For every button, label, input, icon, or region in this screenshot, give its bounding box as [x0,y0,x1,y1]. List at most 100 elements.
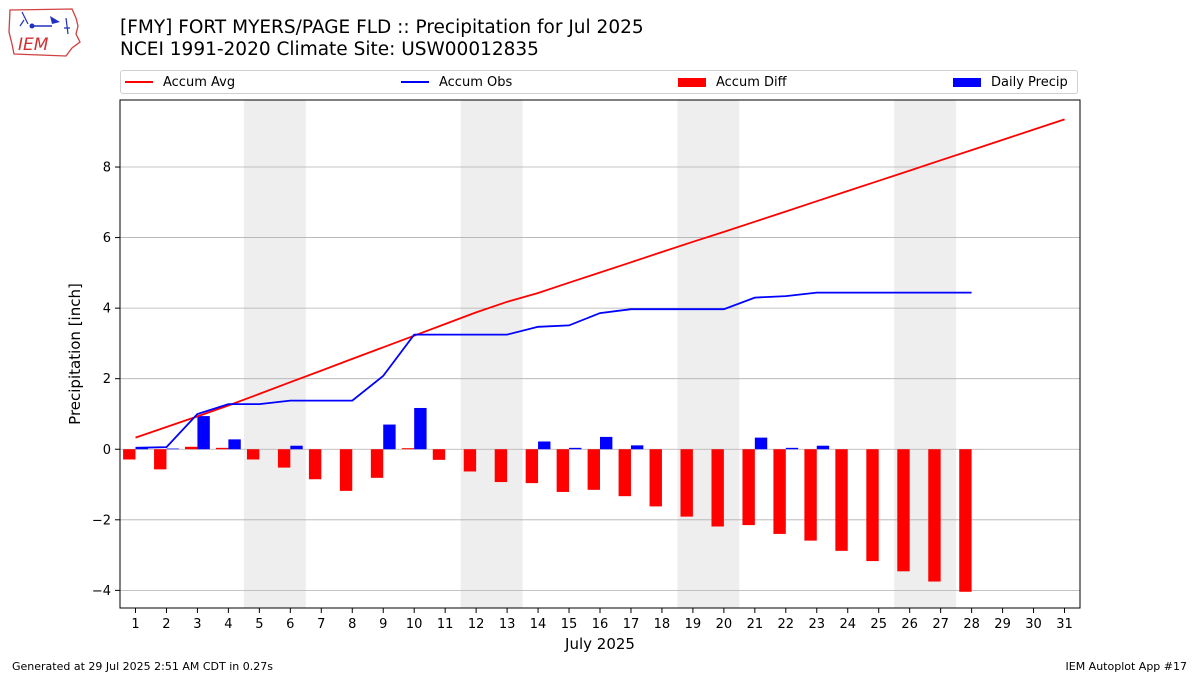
legend-swatch-accum-diff [678,77,706,87]
x-tick-label: 19 [685,617,702,632]
y-axis-label: Precipitation [inch] [66,283,84,425]
lines [135,118,1065,449]
x-tick-label: 21 [747,617,764,632]
bar-accum-diff [742,449,755,526]
bar-daily-precip [816,445,830,450]
legend-swatch-accum-obs [401,81,429,83]
x-tick-label: 25 [870,617,887,632]
bar-accum-diff [370,449,384,478]
x-tick-label: 1 [131,617,139,632]
weekend-shading [243,100,957,608]
bar-daily-precip [383,424,396,450]
x-tick-label: 10 [406,617,423,632]
x-tick-label: 9 [379,617,387,632]
iowa-outline-icon [8,8,81,57]
x-tick-label: 27 [932,617,949,632]
bar-accum-diff [711,449,724,527]
legend-item-accum-diff: Accum Diff [678,71,787,93]
bar-accum-diff [123,449,136,460]
y-tick-label: 0 [103,443,111,458]
x-tick-label: 13 [499,617,516,632]
x-tick-label: 31 [1056,617,1073,632]
weekend-shade-1 [243,100,306,608]
legend: Accum Avg Accum Obs Accum Diff Daily Pre… [120,70,1078,94]
bar-daily-precip [538,441,551,450]
bars [123,407,984,592]
bar-accum-diff [649,449,662,507]
legend-label-daily-precip: Daily Precip [991,74,1068,90]
x-tick-label: 7 [317,617,325,632]
x-tick-label: 30 [1025,617,1042,632]
bar-accum-diff [959,449,972,592]
bar-accum-diff [556,449,570,492]
bar-daily-precip [630,445,644,450]
x-tick-label: 11 [437,617,454,632]
legend-item-accum-obs: Accum Obs [401,71,512,93]
bar-accum-diff [401,448,415,450]
bar-accum-diff [866,449,879,562]
legend-label-accum-diff: Accum Diff [716,74,787,90]
bar-accum-diff [773,449,786,534]
bar-accum-diff [804,449,817,541]
x-tick-label: 15 [561,617,578,632]
footer-app: IEM Autoplot App #17 [1065,660,1188,673]
x-tick-label: 28 [963,617,980,632]
x-axis-label: July 2025 [564,635,635,653]
bar-daily-precip [166,448,179,450]
bar-daily-precip [569,447,582,450]
legend-swatch-accum-avg [125,81,153,83]
y-tick-label: 6 [103,231,111,246]
bar-daily-precip [414,407,427,450]
bar-accum-diff [308,449,322,480]
bar-daily-precip [228,439,241,450]
x-tick-label: 6 [286,617,294,632]
bar-accum-diff [587,449,600,490]
x-tick-label: 22 [778,617,795,632]
bar-accum-diff [618,449,631,497]
x-tick-label: 18 [654,617,671,632]
bar-daily-precip [754,437,768,450]
weekend-shade-2 [460,100,523,608]
iem-logo: IEM [8,8,81,57]
x-tick-label: 3 [193,617,201,632]
x-tick-label: 24 [839,617,856,632]
x-tick-label: 8 [348,617,356,632]
y-tick-label: 2 [103,372,111,387]
bar-daily-precip [197,416,210,450]
footer-generated: Generated at 29 Jul 2025 2:51 AM CDT in … [12,660,273,673]
y-tick-label: −2 [92,513,111,528]
bar-accum-diff [835,449,848,551]
bar-accum-diff [897,449,910,572]
bar-accum-diff [494,449,508,483]
bar-accum-diff [463,449,477,472]
bar-accum-diff [154,449,167,470]
bar-accum-diff [928,449,941,582]
bar-daily-precip [785,447,799,450]
chart-title: [FMY] FORT MYERS/PAGE FLD :: Precipitati… [120,17,644,38]
legend-swatch-daily-precip [953,77,981,87]
x-tick-label: 12 [468,617,485,632]
logo-text: IEM [18,35,49,55]
x-tick-label: 2 [162,617,170,632]
x-tick-label: 4 [224,617,232,632]
bar-accum-diff [246,449,260,460]
x-tick-label: 23 [809,617,826,632]
legend-item-accum-avg: Accum Avg [125,71,235,93]
bar-accum-diff [339,449,353,491]
bar-accum-diff [277,449,291,468]
legend-label-accum-obs: Accum Obs [439,74,513,90]
legend-label-accum-avg: Accum Avg [163,74,236,90]
x-tick-label: 20 [716,617,733,632]
x-tick-label: 29 [994,617,1011,632]
x-tick-label: 14 [530,617,547,632]
y-tick-label: 4 [103,302,111,317]
weekend-shade-3 [677,100,740,608]
y-tick-label: −4 [92,584,111,599]
bar-daily-precip [600,436,613,450]
bar-daily-precip [290,445,303,450]
bar-accum-diff [525,449,539,484]
line-accum-avg [135,118,1065,439]
x-tick-label: 17 [623,617,640,632]
